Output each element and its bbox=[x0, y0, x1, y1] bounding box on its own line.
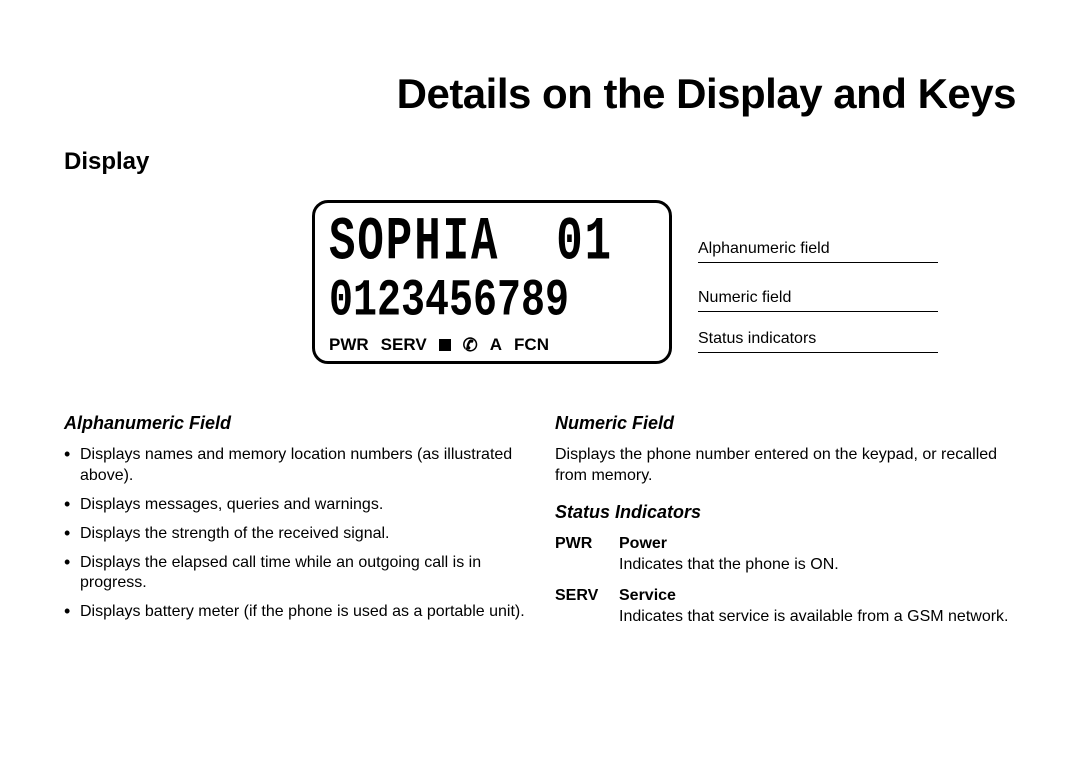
indicator-row-serv: SERV Service Indicates that service is a… bbox=[555, 586, 1016, 628]
indicator-desc: Indicates that the phone is ON. bbox=[619, 556, 839, 573]
lcd-fcn-label: FCN bbox=[514, 335, 549, 355]
alpha-field-heading: Alphanumeric Field bbox=[64, 412, 525, 435]
lcd-screen: SOPHIA 01 0123456789 PWR SERV ✆ A FCN bbox=[312, 200, 672, 364]
indicator-desc: Indicates that service is available from… bbox=[619, 608, 1009, 625]
phone-icon: ✆ bbox=[463, 336, 478, 354]
page-title: Details on the Display and Keys bbox=[64, 70, 1016, 118]
numeric-field-heading: Numeric Field bbox=[555, 412, 1016, 435]
list-item: Displays names and memory location numbe… bbox=[64, 445, 525, 487]
indicator-row-pwr: PWR Power Indicates that the phone is ON… bbox=[555, 534, 1016, 576]
list-item: Displays the strength of the received si… bbox=[64, 524, 525, 545]
display-diagram: SOPHIA 01 0123456789 PWR SERV ✆ A FCN Al… bbox=[234, 200, 1016, 364]
lcd-numeric-row: 0123456789 bbox=[329, 277, 655, 329]
list-item: Displays battery meter (if the phone is … bbox=[64, 602, 525, 623]
square-icon bbox=[439, 339, 451, 351]
left-column: Alphanumeric Field Displays names and me… bbox=[64, 412, 525, 638]
content-columns: Alphanumeric Field Displays names and me… bbox=[64, 412, 1016, 638]
callout-alpha: Alphanumeric field bbox=[698, 240, 938, 263]
lcd-status-row: PWR SERV ✆ A FCN bbox=[329, 333, 655, 355]
callout-labels: Alphanumeric field Numeric field Status … bbox=[698, 200, 938, 353]
list-item: Displays the elapsed call time while an … bbox=[64, 553, 525, 595]
section-heading-display: Display bbox=[64, 148, 1016, 176]
right-column: Numeric Field Displays the phone number … bbox=[555, 412, 1016, 638]
indicator-name: Power bbox=[619, 535, 667, 552]
numeric-field-text: Displays the phone number entered on the… bbox=[555, 445, 1016, 487]
indicator-name: Service bbox=[619, 587, 676, 604]
callout-numeric: Numeric field bbox=[698, 289, 938, 312]
alpha-field-bullets: Displays names and memory location numbe… bbox=[64, 445, 525, 623]
indicator-label: PWR bbox=[555, 534, 619, 576]
status-indicators-heading: Status Indicators bbox=[555, 501, 1016, 524]
callout-status: Status indicators bbox=[698, 330, 938, 353]
indicator-label: SERV bbox=[555, 586, 619, 628]
lcd-pwr-label: PWR bbox=[329, 335, 369, 355]
lcd-serv-label: SERV bbox=[381, 335, 427, 355]
lcd-arrow-label: A bbox=[490, 335, 502, 355]
lcd-alpha-row: SOPHIA 01 bbox=[329, 212, 655, 274]
list-item: Displays messages, queries and warnings. bbox=[64, 495, 525, 516]
